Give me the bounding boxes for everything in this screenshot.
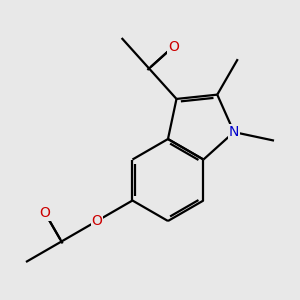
Text: N: N [229,125,239,139]
Text: O: O [92,214,102,228]
Text: O: O [40,206,50,220]
Text: O: O [168,40,179,53]
